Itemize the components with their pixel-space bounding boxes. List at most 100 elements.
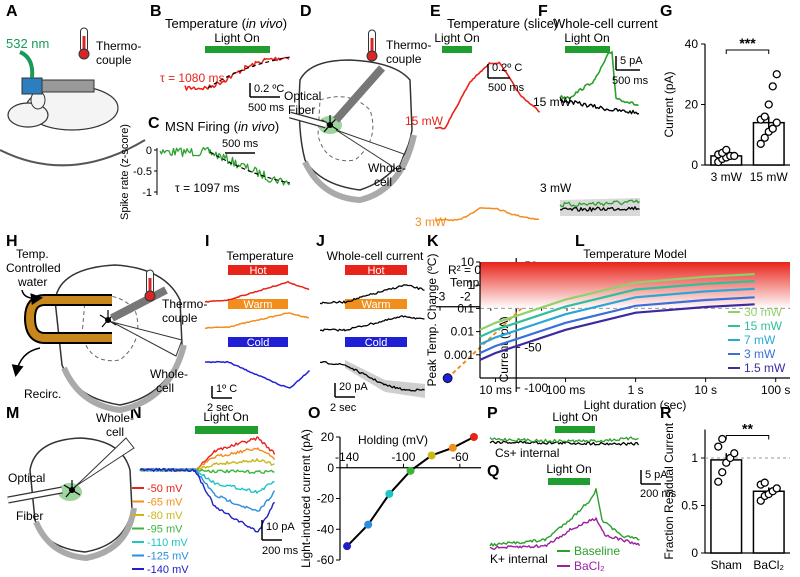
trace — [489, 436, 639, 444]
panel-label: P — [487, 405, 498, 422]
legend-label: 30 mW — [744, 305, 783, 319]
legend-label: -65 mV — [147, 497, 183, 509]
data-point — [772, 70, 781, 79]
trace — [559, 199, 640, 208]
neuron — [63, 484, 73, 491]
label-part: ) — [283, 16, 287, 31]
label: 5 pA — [620, 55, 643, 67]
label: 2 sec — [207, 402, 234, 414]
trace — [139, 467, 276, 533]
data-point — [442, 373, 453, 384]
x-tick-label: -140 — [335, 450, 359, 464]
x-tick-label: 15 mW — [750, 170, 789, 184]
data-point — [760, 133, 769, 142]
label: 532 nm — [6, 36, 49, 51]
bar — [710, 459, 743, 554]
label: Thermo- — [386, 38, 431, 52]
trace — [489, 517, 641, 550]
legend-label: 15 mW — [744, 319, 783, 333]
arrow — [11, 347, 41, 377]
panel-label: F — [538, 3, 548, 20]
data-point — [448, 443, 457, 452]
fit-line — [209, 151, 291, 184]
headstage — [21, 77, 43, 95]
label: Temp. — [16, 247, 49, 261]
label: τ = 1097 ms — [175, 181, 239, 195]
data-point — [714, 442, 723, 451]
label: 500 ms — [222, 138, 259, 150]
label: Thermo- — [162, 297, 207, 311]
y-tick-label: 20 — [685, 98, 699, 112]
label: Hot — [367, 265, 384, 277]
data-point — [730, 151, 739, 161]
brain-edge — [302, 134, 417, 204]
x-tick-label: Sham — [711, 558, 742, 572]
brain-edge — [61, 344, 187, 414]
label: 0.2º C — [492, 62, 522, 74]
fit-line — [207, 56, 291, 89]
trace — [159, 146, 290, 186]
label: Warm — [244, 299, 273, 311]
arrow — [21, 289, 43, 306]
label: 200 ms — [262, 545, 299, 557]
data-point — [768, 82, 777, 91]
significance: ** — [742, 421, 753, 437]
thermometer — [78, 48, 90, 60]
label: 500 ms — [612, 75, 649, 87]
panel-label: C — [148, 115, 160, 132]
condition-bar — [345, 265, 407, 275]
data-point — [764, 100, 773, 109]
thermometer — [82, 36, 86, 52]
y-tick-label: 1 — [691, 451, 698, 465]
trace — [139, 467, 275, 494]
y-tick-label: 0 — [691, 546, 698, 560]
condition-bar — [345, 299, 407, 309]
significance-bracket — [725, 49, 770, 54]
data-point — [427, 451, 436, 460]
series-line — [479, 273, 755, 331]
label-part: Temperature ( — [165, 16, 247, 31]
label: Whole-cell current — [327, 249, 424, 263]
label-part: in vivo — [238, 119, 275, 134]
label: Light On — [434, 31, 479, 45]
thermometer — [148, 278, 152, 294]
label: Light On — [203, 410, 248, 424]
label: water — [17, 275, 47, 289]
label: Whole- — [368, 161, 406, 175]
panel-label: O — [308, 405, 320, 422]
label: K+ internal — [490, 552, 548, 566]
label: Recirc. — [24, 387, 61, 401]
label: couple — [96, 53, 132, 67]
hot-zone — [480, 262, 790, 309]
trace — [559, 206, 640, 212]
y-tick-label: -20 — [317, 492, 335, 506]
neuron — [99, 314, 109, 321]
data-point — [772, 118, 781, 127]
optical-fiber — [7, 487, 63, 503]
label: Cs+ internal — [495, 446, 559, 460]
trace — [319, 284, 425, 305]
legend-label: -95 mV — [147, 524, 183, 536]
label: Controlled — [6, 261, 61, 275]
fiber — [19, 50, 35, 79]
data-point — [730, 449, 739, 458]
trace — [205, 312, 310, 330]
thermocouple — [110, 286, 168, 322]
label: cell — [106, 425, 124, 439]
panel-label: B — [150, 3, 162, 20]
thermocouple — [333, 65, 385, 123]
label: 200 ms — [640, 488, 677, 500]
label: 0.2 ºC — [254, 83, 284, 95]
y-tick-label: 0.1 — [457, 301, 474, 315]
label: cell — [156, 381, 174, 395]
panel-label: A — [6, 3, 18, 20]
y-axis-label: Light-induced current (pA) — [299, 429, 313, 568]
label: -0.5 — [133, 166, 152, 178]
light-bar — [555, 426, 595, 433]
label: 15 mW — [533, 95, 572, 109]
panel-label: M — [6, 405, 19, 422]
label: Spike rate (z-score) — [119, 124, 131, 220]
brain-edge — [33, 507, 137, 562]
label: 2 sec — [330, 402, 357, 414]
